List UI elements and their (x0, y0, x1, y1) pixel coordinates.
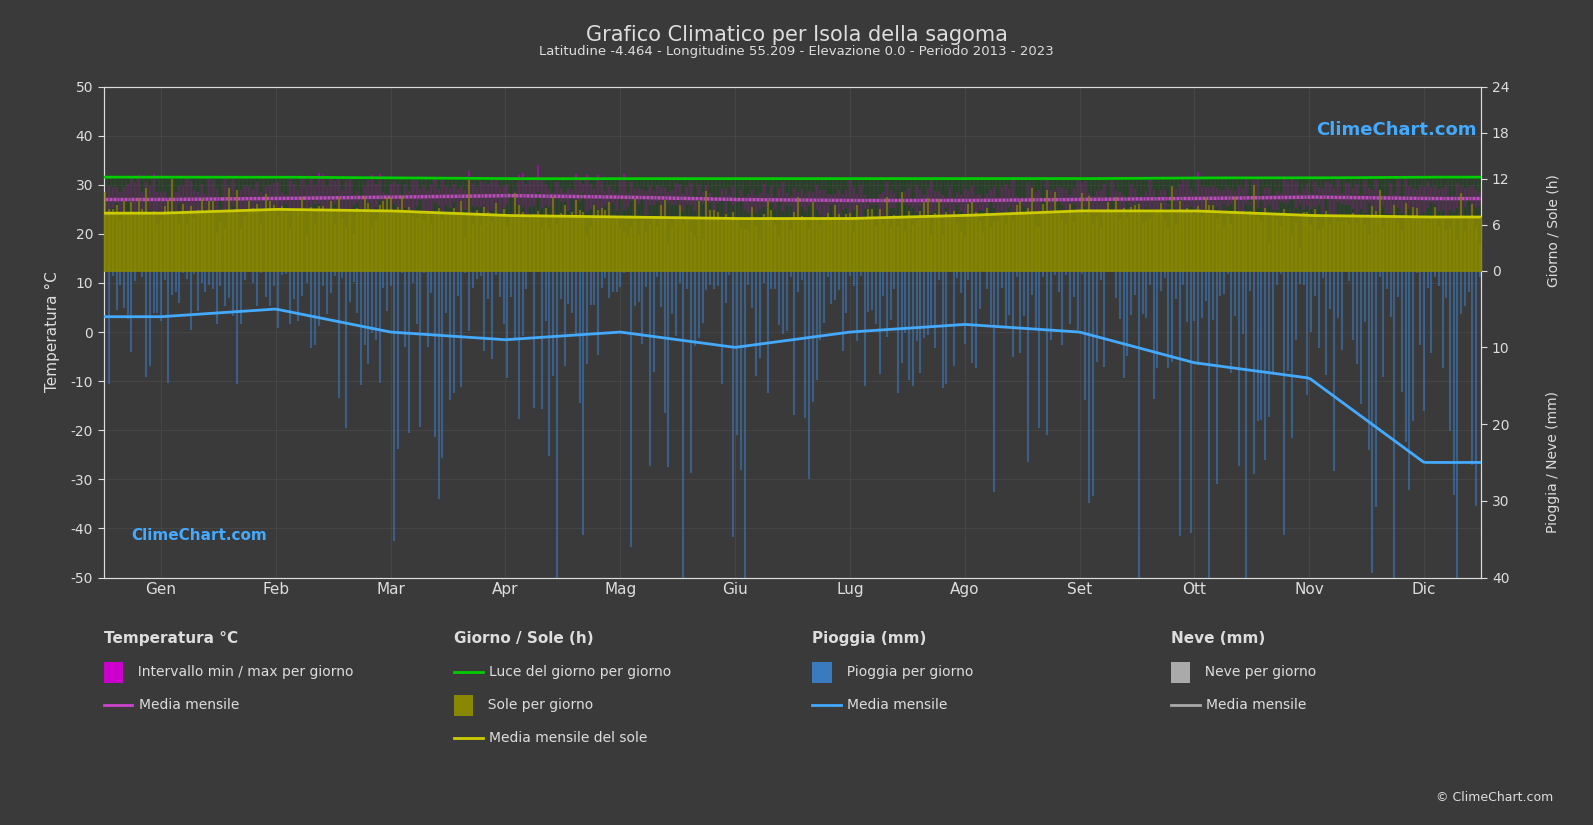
Text: Giorno / Sole (h): Giorno / Sole (h) (1547, 175, 1560, 287)
Text: Media mensile: Media mensile (139, 699, 239, 712)
Text: Luce del giorno per giorno: Luce del giorno per giorno (489, 666, 671, 679)
Text: © ClimeChart.com: © ClimeChart.com (1435, 791, 1553, 804)
Text: Temperatura °C: Temperatura °C (104, 631, 237, 646)
Text: ClimeChart.com: ClimeChart.com (131, 528, 268, 543)
Text: ClimeChart.com: ClimeChart.com (1316, 121, 1477, 139)
Text: Pioggia (mm): Pioggia (mm) (812, 631, 927, 646)
Text: Intervallo min / max per giorno: Intervallo min / max per giorno (129, 666, 354, 679)
Text: Pioggia / Neve (mm): Pioggia / Neve (mm) (1547, 391, 1560, 533)
Text: Neve per giorno: Neve per giorno (1196, 666, 1316, 679)
Text: Latitudine -4.464 - Longitudine 55.209 - Elevazione 0.0 - Periodo 2013 - 2023: Latitudine -4.464 - Longitudine 55.209 -… (538, 45, 1055, 59)
Text: Media mensile: Media mensile (1206, 699, 1306, 712)
Text: Neve (mm): Neve (mm) (1171, 631, 1265, 646)
Y-axis label: Temperatura °C: Temperatura °C (45, 271, 59, 393)
Text: Media mensile: Media mensile (847, 699, 948, 712)
Text: Media mensile del sole: Media mensile del sole (489, 732, 647, 745)
Text: Pioggia per giorno: Pioggia per giorno (838, 666, 973, 679)
Text: Giorno / Sole (h): Giorno / Sole (h) (454, 631, 594, 646)
Text: Grafico Climatico per Isola della sagoma: Grafico Climatico per Isola della sagoma (586, 25, 1007, 45)
Text: Sole per giorno: Sole per giorno (479, 699, 594, 712)
